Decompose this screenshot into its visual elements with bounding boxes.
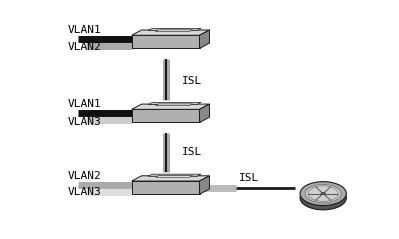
Text: ISL: ISL [239, 173, 260, 183]
Text: VLAN3: VLAN3 [68, 117, 102, 127]
Polygon shape [156, 30, 193, 32]
Polygon shape [156, 176, 193, 177]
Polygon shape [148, 103, 201, 105]
Ellipse shape [321, 192, 326, 195]
Text: ISL: ISL [182, 76, 202, 86]
Ellipse shape [300, 186, 346, 210]
Polygon shape [132, 104, 209, 109]
Polygon shape [200, 176, 209, 194]
Text: VLAN3: VLAN3 [68, 187, 102, 197]
Text: VLAN2: VLAN2 [68, 42, 102, 52]
Text: VLAN1: VLAN1 [68, 25, 102, 35]
Polygon shape [132, 181, 200, 194]
Text: ISL: ISL [182, 147, 202, 158]
Polygon shape [132, 109, 200, 122]
Text: VLAN2: VLAN2 [68, 171, 102, 181]
Polygon shape [156, 104, 193, 106]
Polygon shape [148, 174, 201, 176]
Polygon shape [148, 28, 201, 31]
Polygon shape [200, 104, 209, 122]
Polygon shape [300, 194, 346, 198]
Polygon shape [132, 35, 200, 48]
Text: VLAN1: VLAN1 [68, 99, 102, 109]
Ellipse shape [300, 182, 346, 206]
Polygon shape [132, 30, 209, 35]
Ellipse shape [305, 184, 341, 203]
Polygon shape [132, 176, 209, 181]
Polygon shape [200, 30, 209, 48]
